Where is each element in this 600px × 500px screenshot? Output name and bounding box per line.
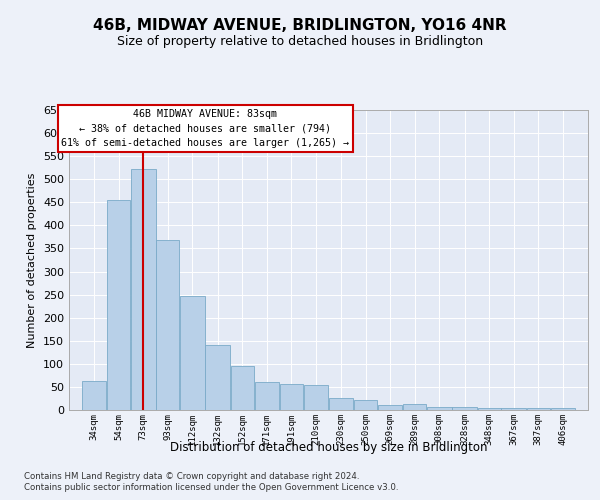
Text: Distribution of detached houses by size in Bridlington: Distribution of detached houses by size … xyxy=(170,441,488,454)
Bar xyxy=(527,408,550,410)
Bar xyxy=(378,406,403,410)
Bar xyxy=(502,408,526,410)
Text: Size of property relative to detached houses in Bridlington: Size of property relative to detached ho… xyxy=(117,35,483,48)
Bar xyxy=(427,407,452,410)
Text: Contains HM Land Registry data © Crown copyright and database right 2024.: Contains HM Land Registry data © Crown c… xyxy=(24,472,359,481)
Bar xyxy=(403,404,427,410)
Bar xyxy=(180,296,205,410)
Bar xyxy=(205,346,230,410)
Bar xyxy=(354,400,377,410)
Bar xyxy=(230,366,254,410)
Bar xyxy=(254,382,279,410)
Bar xyxy=(329,398,353,410)
Y-axis label: Number of detached properties: Number of detached properties xyxy=(28,172,37,348)
Bar xyxy=(304,384,328,410)
Text: Contains public sector information licensed under the Open Government Licence v3: Contains public sector information licen… xyxy=(24,484,398,492)
Bar xyxy=(551,408,575,410)
Text: 46B MIDWAY AVENUE: 83sqm
← 38% of detached houses are smaller (794)
61% of semi-: 46B MIDWAY AVENUE: 83sqm ← 38% of detach… xyxy=(61,108,349,148)
Bar xyxy=(82,382,106,410)
Bar xyxy=(131,168,155,410)
Bar xyxy=(280,384,303,410)
Bar xyxy=(156,240,179,410)
Text: 46B, MIDWAY AVENUE, BRIDLINGTON, YO16 4NR: 46B, MIDWAY AVENUE, BRIDLINGTON, YO16 4N… xyxy=(93,18,507,32)
Bar xyxy=(107,200,130,410)
Bar xyxy=(452,407,477,410)
Bar xyxy=(478,408,501,410)
